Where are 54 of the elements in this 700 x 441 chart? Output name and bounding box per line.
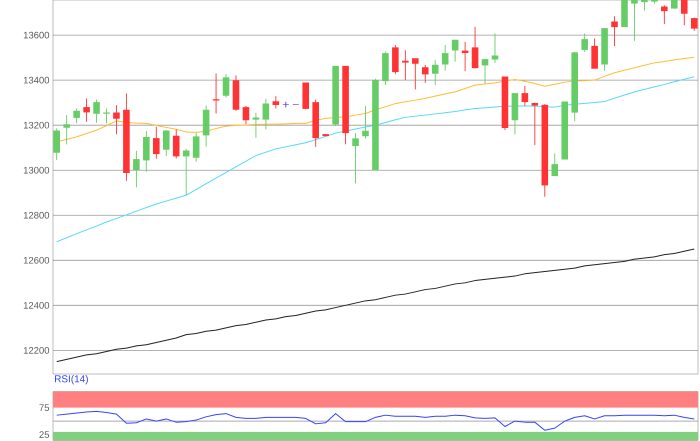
y-tick-label: 12400 [24, 302, 50, 309]
candlestick [412, 58, 419, 90]
candlestick [452, 40, 458, 62]
candlestick [192, 132, 200, 162]
candlestick [402, 50, 409, 81]
y-tick-label: 75 [39, 404, 50, 411]
candlestick [641, 0, 648, 12]
candlestick [362, 106, 369, 139]
y-tick-label: 13200 [24, 122, 50, 129]
candlestick [73, 108, 80, 124]
candlestick [680, 0, 688, 26]
y-tick-label: 13400 [24, 76, 50, 84]
candlestick [162, 130, 170, 156]
candlestick [611, 16, 618, 47]
y-tick-label: 25 [39, 431, 50, 438]
candlestick [591, 38, 598, 69]
y-tick-label: 13600 [24, 32, 50, 38]
candlestick [581, 33, 588, 52]
candlestick [93, 99, 100, 124]
candlestick [661, 4, 668, 25]
candlestick [551, 152, 558, 176]
candlestick [143, 130, 150, 172]
candlestick [482, 58, 488, 84]
candlestick [212, 72, 220, 114]
y-tick-label: 12600 [24, 256, 50, 264]
y-tick-label: 12200 [24, 347, 50, 354]
candlestick [472, 26, 478, 69]
y-tick-label: 13000 [24, 166, 50, 174]
candlestick [422, 64, 429, 84]
candlestick [133, 150, 140, 188]
chart-title: RSI(14) [55, 375, 88, 384]
candlestick [172, 129, 180, 159]
candlestick [83, 98, 90, 122]
candlestick [252, 112, 260, 138]
candlestick [242, 106, 250, 125]
candlestick [352, 132, 359, 184]
candlestick [462, 41, 468, 72]
candlestick [532, 102, 538, 146]
candlestick [272, 96, 280, 109]
candlestick [631, 0, 638, 42]
candlestick [432, 60, 439, 86]
candlestick [522, 86, 528, 106]
y-tick-label: 12800 [24, 212, 50, 219]
candlestick [103, 108, 110, 124]
candlestick [442, 44, 448, 72]
candlestick [492, 33, 498, 64]
candlestick [222, 74, 230, 98]
candlestick [182, 148, 190, 196]
candlestick [690, 17, 698, 32]
candlestick [262, 98, 270, 130]
candlestick [113, 104, 120, 135]
candlestick [153, 126, 160, 160]
candlestick [63, 114, 70, 145]
candlestick [53, 128, 60, 161]
